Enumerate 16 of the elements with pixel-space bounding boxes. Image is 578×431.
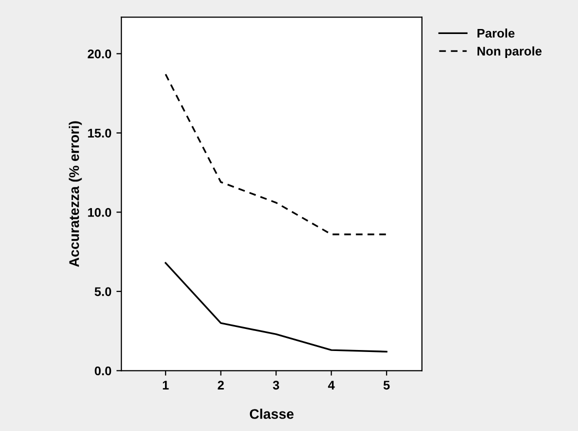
x-tick-label: 5 bbox=[383, 380, 390, 390]
legend-label: Parole bbox=[478, 28, 514, 38]
y-tick-label: 10.0 bbox=[88, 208, 112, 217]
y-tick-label: 20.0 bbox=[88, 49, 112, 58]
x-tick-label: 2 bbox=[218, 380, 224, 390]
x-tick-label: 4 bbox=[328, 380, 335, 390]
x-tick-label: 3 bbox=[272, 380, 280, 390]
y-tick-label: 15.0 bbox=[88, 128, 112, 138]
x-axis-title: Classe bbox=[250, 408, 294, 419]
legend-label: Non parole bbox=[478, 46, 542, 58]
x-tick-label: 1 bbox=[162, 380, 169, 390]
line-series bbox=[164, 262, 388, 352]
y-tick-label: 0.0 bbox=[94, 366, 112, 376]
y-tick-label: 5.0 bbox=[94, 287, 112, 296]
y-axis-title: Accuratezza (% errori) bbox=[68, 121, 82, 267]
line-series bbox=[164, 73, 388, 236]
